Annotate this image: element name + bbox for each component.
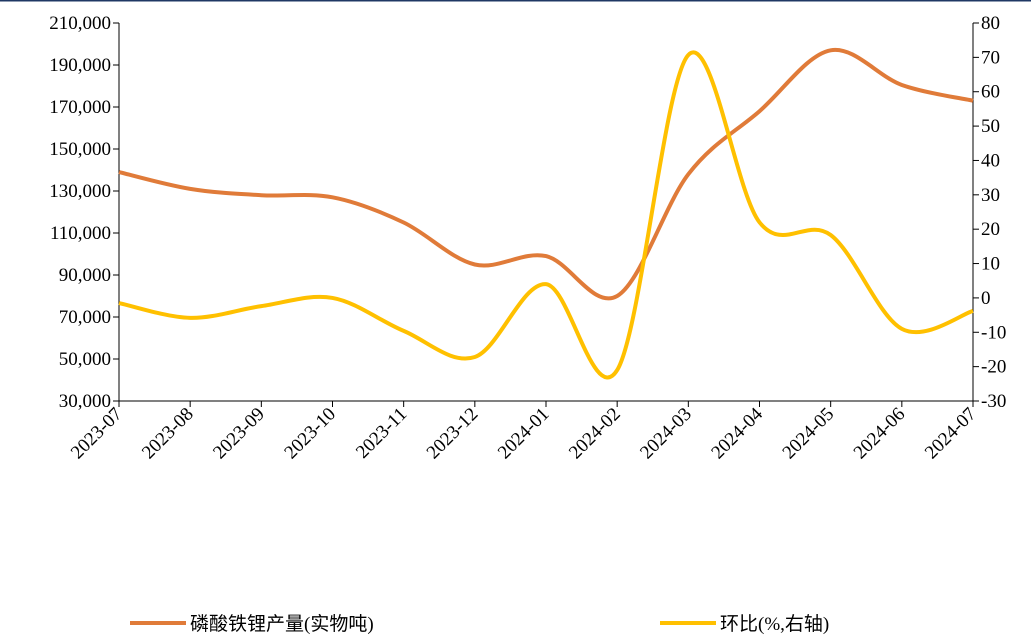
y-tick-label: 110,000 — [50, 223, 111, 244]
series-line — [118, 50, 974, 380]
y-tick-label: 130,000 — [49, 181, 111, 202]
y2-tick-label: -30 — [981, 391, 1006, 412]
x-tick-label: 2024-02 — [565, 404, 625, 464]
y-tick-label: 210,000 — [49, 13, 111, 34]
x-tick-label: 2023-12 — [423, 404, 483, 464]
legend-label: 环比(%,右轴) — [720, 613, 829, 635]
y-tick-label: 190,000 — [49, 55, 111, 76]
series-line — [118, 47, 974, 301]
y2-tick-label: 50 — [981, 116, 1000, 137]
x-tick-label: 2024-07 — [921, 404, 981, 464]
y2-tick-label: 80 — [981, 13, 1000, 34]
x-tick-label: 2023-11 — [352, 404, 411, 463]
y2-tick-label: -20 — [981, 357, 1006, 378]
y-tick-label: 170,000 — [49, 97, 111, 118]
y2-tick-label: 10 — [981, 254, 1000, 275]
y2-tick-label: 40 — [981, 150, 1000, 171]
y-tick-label: 50,000 — [59, 349, 111, 370]
legend-label: 磷酸铁锂产量(实物吨) — [190, 613, 374, 635]
x-tick-label: 2024-05 — [779, 404, 839, 464]
y2-tick-label: -10 — [981, 322, 1006, 343]
y2-tick-label: 0 — [981, 288, 991, 309]
x-tick-label: 2024-03 — [636, 404, 696, 464]
x-tick-label: 2023-07 — [67, 404, 127, 464]
y-tick-label: 150,000 — [49, 139, 111, 160]
y2-tick-label: 30 — [981, 185, 1000, 206]
x-tick-label: 2024-04 — [707, 403, 767, 463]
x-tick-label: 2023-08 — [138, 404, 198, 464]
y-tick-label: 30,000 — [59, 391, 111, 412]
y2-tick-label: 70 — [981, 47, 1000, 68]
x-tick-label: 2024-06 — [850, 404, 910, 464]
y-tick-label: 70,000 — [59, 307, 111, 328]
y2-tick-label: 60 — [981, 82, 1000, 103]
y-tick-label: 90,000 — [59, 265, 111, 286]
x-tick-label: 2023-10 — [280, 404, 340, 464]
x-tick-label: 2024-01 — [494, 404, 554, 464]
x-tick-label: 2023-09 — [209, 404, 269, 464]
y2-tick-label: 20 — [981, 219, 1000, 240]
